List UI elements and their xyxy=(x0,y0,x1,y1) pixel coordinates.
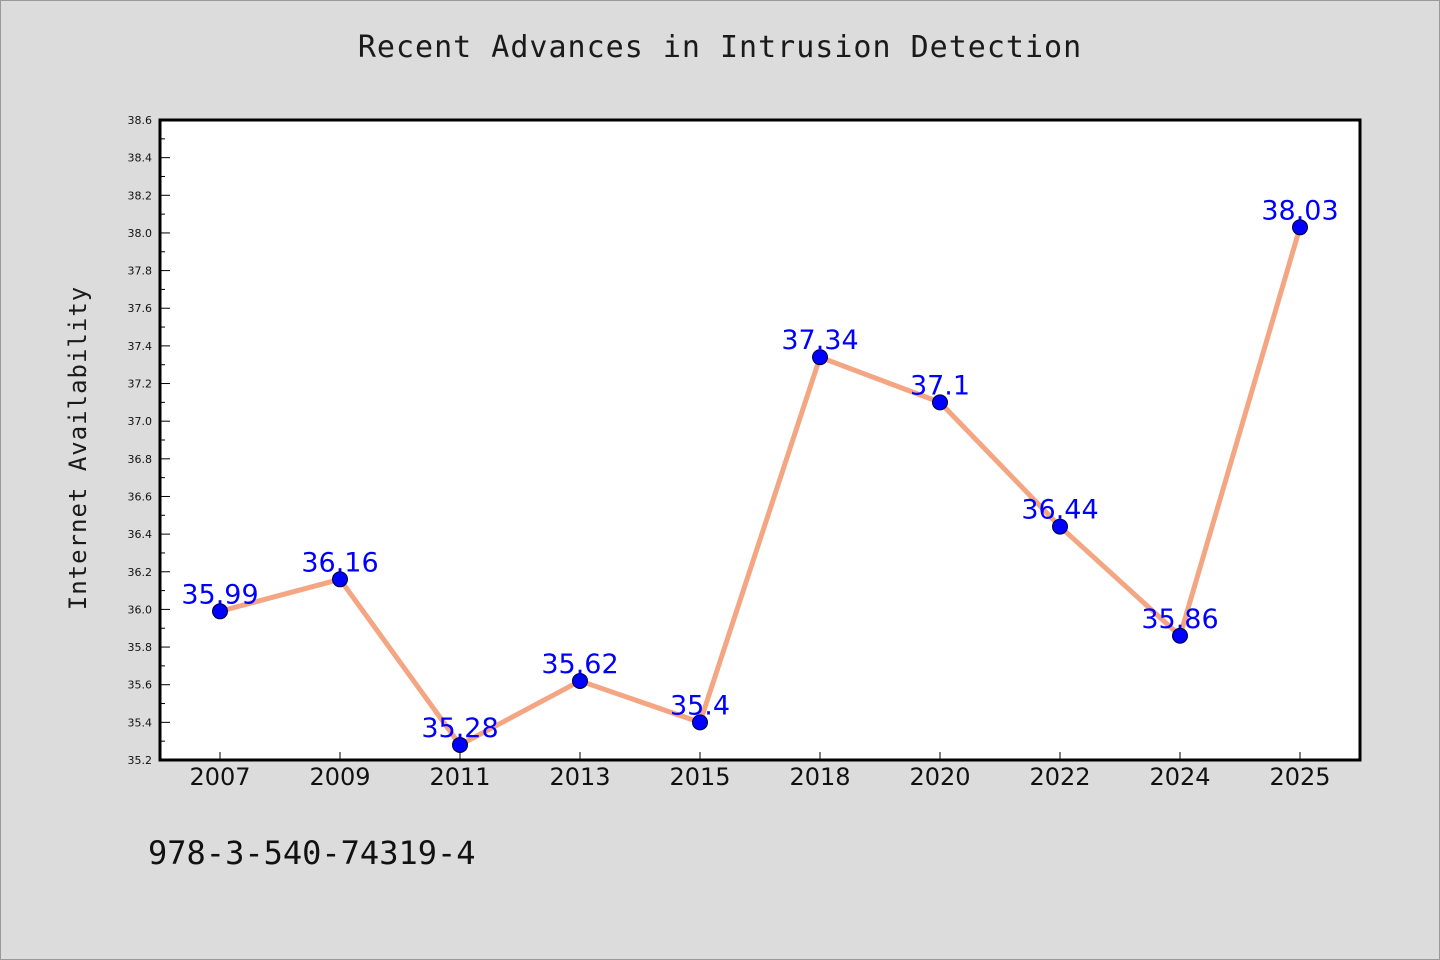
y-tick-label: 36.4 xyxy=(128,528,153,541)
data-label: 35.62 xyxy=(541,649,618,680)
data-label: 37.1 xyxy=(910,370,970,401)
x-tick-label: 2022 xyxy=(1029,763,1090,791)
data-label: 36.16 xyxy=(301,547,378,578)
x-tick-label: 2013 xyxy=(549,763,610,791)
data-label: 35.28 xyxy=(421,713,498,744)
x-tick-label: 2007 xyxy=(189,763,250,791)
y-tick-label: 38.2 xyxy=(128,189,153,202)
series-line xyxy=(217,224,1303,748)
y-tick-label: 37.4 xyxy=(128,340,153,353)
y-tick-label: 35.6 xyxy=(128,679,153,692)
y-tick-label: 37.0 xyxy=(128,415,153,428)
plot-area xyxy=(160,120,1360,760)
y-tick-label: 36.0 xyxy=(128,603,153,616)
x-tick-label: 2009 xyxy=(309,763,370,791)
data-point xyxy=(692,714,708,731)
y-tick-label: 37.2 xyxy=(128,378,153,391)
data-label: 35.4 xyxy=(670,690,730,721)
data-point xyxy=(1292,219,1308,236)
data-point xyxy=(452,736,468,753)
isbn-footnote: 978-3-540-74319-4 xyxy=(148,834,476,872)
data-point xyxy=(332,571,348,588)
x-tick-label: 2015 xyxy=(669,763,730,791)
data-point xyxy=(932,394,948,411)
x-tick-label: 2024 xyxy=(1149,763,1210,791)
x-tick-label: 2020 xyxy=(909,763,970,791)
y-tick-label: 36.8 xyxy=(128,453,153,466)
data-label: 35.86 xyxy=(1141,604,1218,635)
y-tick-label: 38.0 xyxy=(128,227,153,240)
x-tick-label: 2011 xyxy=(429,763,490,791)
y-tick-label: 37.8 xyxy=(128,265,153,278)
x-tick-label: 2025 xyxy=(1269,763,1330,791)
y-tick-label: 35.8 xyxy=(128,641,153,654)
data-point xyxy=(1172,627,1188,644)
chart-title: Recent Advances in Intrusion Detection xyxy=(357,30,1083,65)
y-axis: 35.2 35.4 35.6 35.8 36.0 36.2 36.4 36.6 36.8 37.0… xyxy=(128,114,170,767)
data-point xyxy=(572,672,588,689)
y-tick-label: 36.6 xyxy=(128,490,153,503)
data-label: 35.99 xyxy=(181,579,258,610)
data-point xyxy=(812,349,828,366)
data-point xyxy=(212,603,228,620)
plot-frame xyxy=(158,118,1362,762)
data-label: 37.34 xyxy=(781,325,858,356)
y-tick-label: 38.4 xyxy=(128,152,153,165)
x-axis: 2007 2009 2011 2013 2015 2018 2020 2022 2024 2025 xyxy=(189,752,1331,791)
data-label: 36.44 xyxy=(1021,495,1098,526)
data-point xyxy=(1052,518,1068,535)
y-tick-label: 35.4 xyxy=(128,716,153,729)
x-tick-label: 2018 xyxy=(789,763,850,791)
data-label: 38.03 xyxy=(1261,195,1338,226)
y-tick-label: 35.2 xyxy=(128,754,153,767)
y-tick-label: 36.2 xyxy=(128,566,153,579)
y-tick-label: 37.6 xyxy=(128,302,153,315)
y-tick-label: 38.6 xyxy=(128,114,153,127)
